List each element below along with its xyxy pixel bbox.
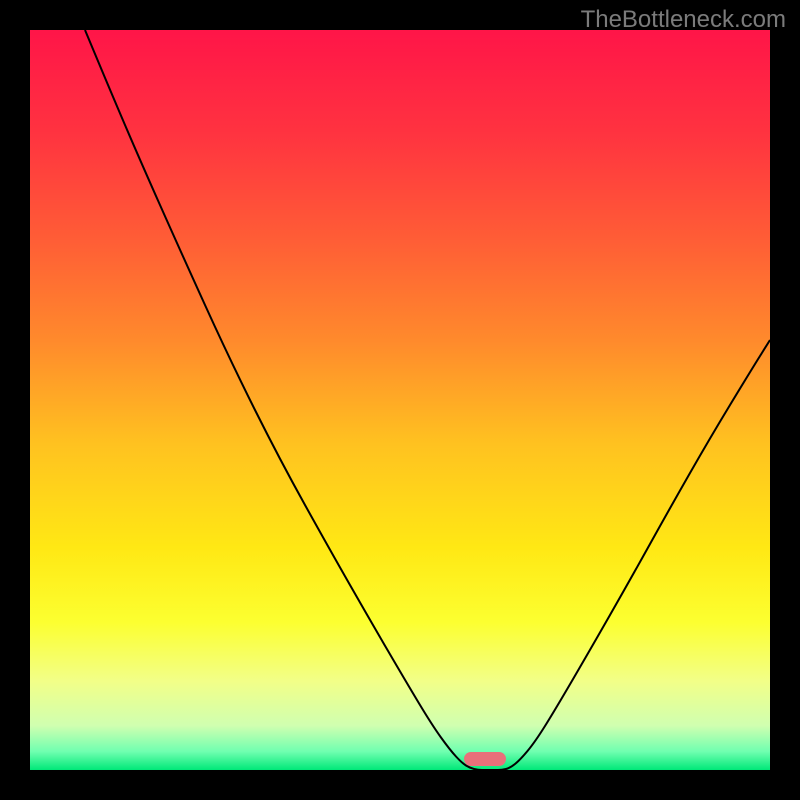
plot-area [30, 30, 770, 770]
curve-svg [30, 30, 770, 770]
optimum-marker [464, 752, 506, 766]
bottleneck-curve [85, 30, 770, 770]
watermark-text: TheBottleneck.com [581, 6, 786, 34]
